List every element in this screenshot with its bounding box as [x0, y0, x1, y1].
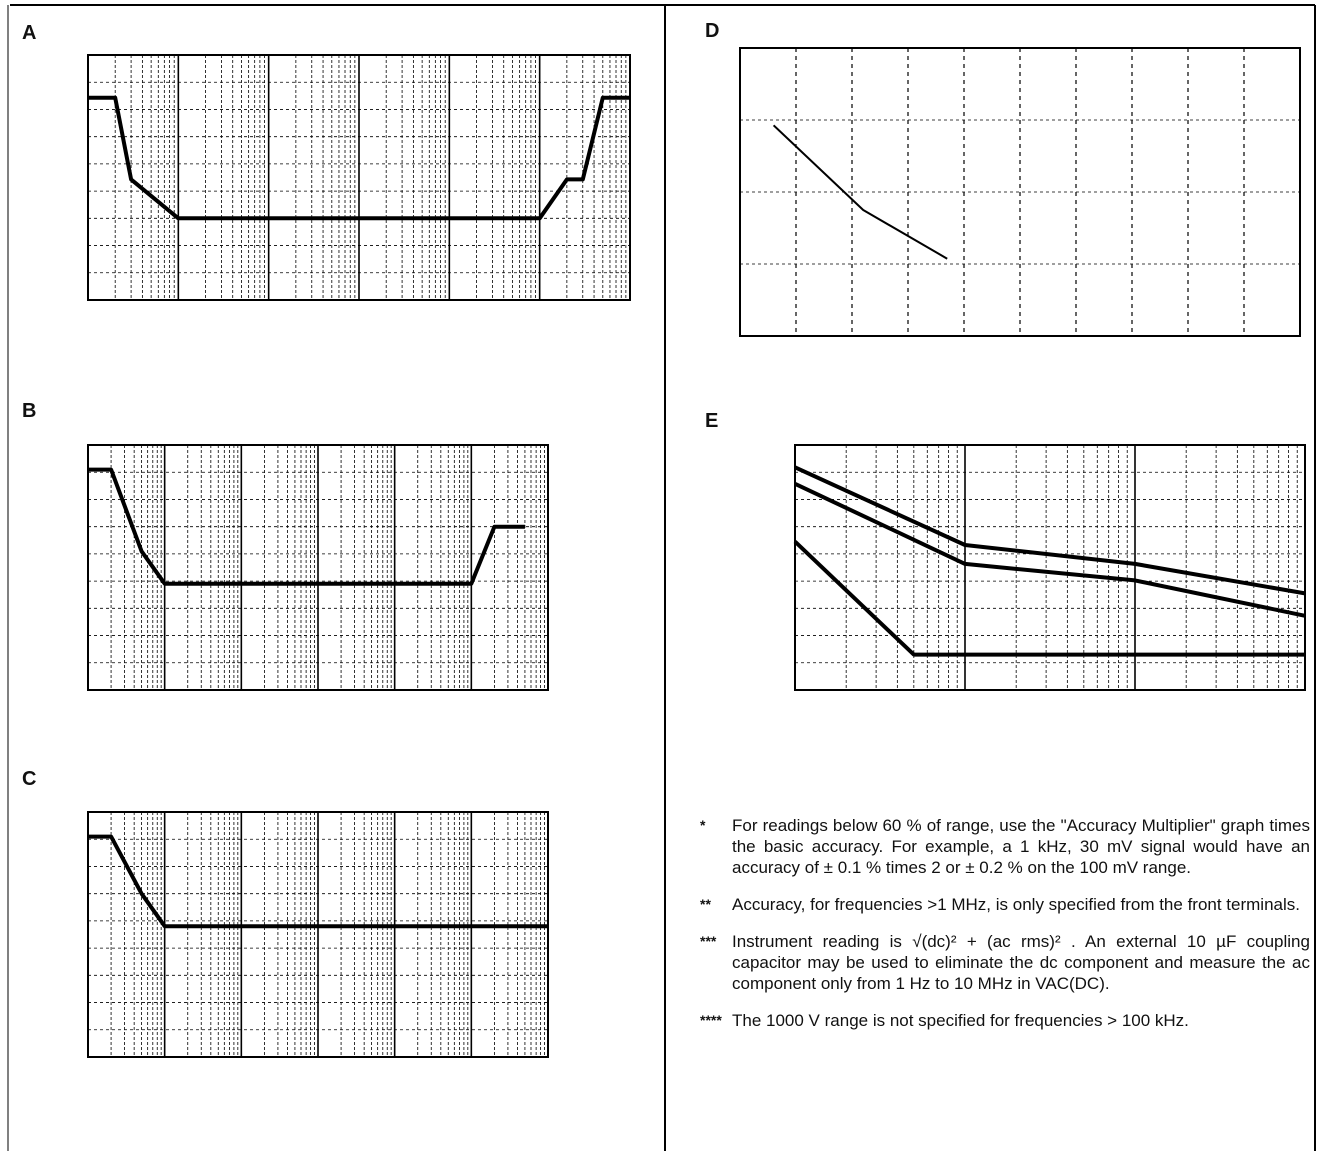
footnote-3: *** Instrument reading is √(dc)² + (ac r… — [700, 931, 1310, 994]
footnote-3-text-a: Instrument reading is — [732, 932, 902, 951]
series-line-b-1 — [88, 467, 525, 586]
footnotes: * For readings below 60 % of range, use … — [700, 815, 1310, 1047]
panel-label-c: C — [22, 768, 37, 790]
series-line-c-1 — [88, 834, 548, 929]
series-line-e-2 — [794, 481, 1306, 618]
panel-label-d: D — [705, 20, 720, 42]
footnote-2: ** Accuracy, for frequencies >1 MHz, is … — [700, 894, 1310, 915]
footnote-2-mark: ** — [700, 896, 711, 912]
footnote-3-text-b: . An external 10 µF coupling capacitor m… — [732, 932, 1310, 993]
series-line-d-1 — [772, 124, 948, 260]
series-line-e-3 — [793, 540, 1305, 657]
panel-label-b: B — [22, 400, 37, 422]
series-line-a-1 — [88, 95, 630, 221]
footnote-1-text: For readings below 60 % of range, use th… — [732, 816, 1310, 877]
footnote-1: * For readings below 60 % of range, use … — [700, 815, 1310, 878]
footnote-4: **** The 1000 V range is not specified f… — [700, 1010, 1310, 1031]
footnote-4-text: The 1000 V range is not specified for fr… — [732, 1011, 1189, 1030]
panel-label-a: A — [22, 22, 37, 44]
series-line-e-1 — [794, 465, 1306, 596]
footnote-2-text: Accuracy, for frequencies >1 MHz, is onl… — [732, 895, 1300, 914]
footnote-3-mark: *** — [700, 933, 717, 949]
footnote-1-mark: * — [700, 817, 706, 833]
footnote-4-mark: **** — [700, 1012, 722, 1028]
panel-label-e: E — [705, 410, 719, 432]
footnote-3-formula: √(dc)² + (ac rms)² — [912, 932, 1061, 951]
